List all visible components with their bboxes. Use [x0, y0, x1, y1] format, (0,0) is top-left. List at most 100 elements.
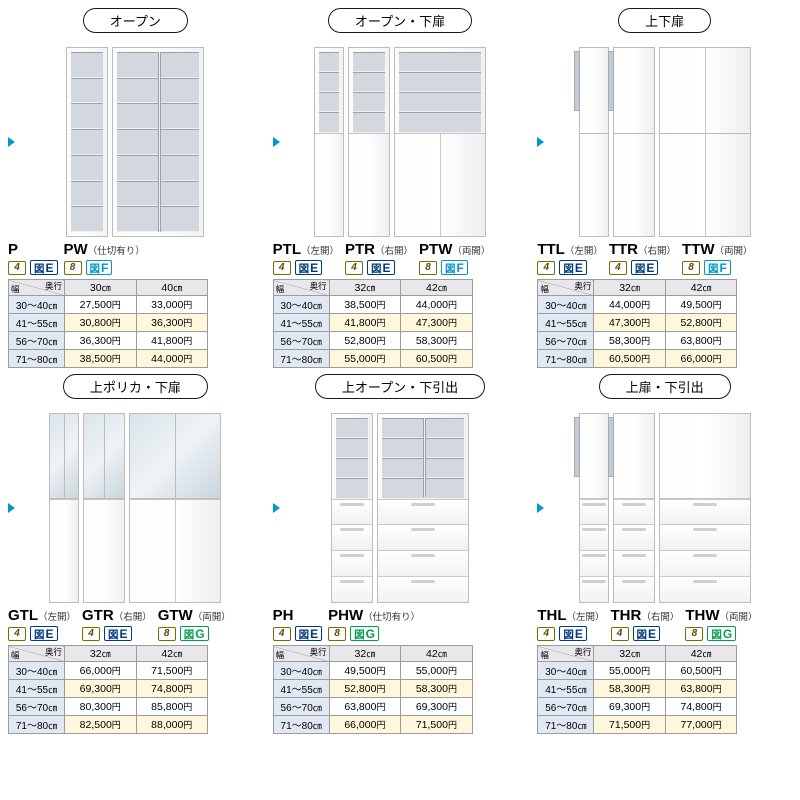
depth-header: 42㎝	[401, 646, 473, 662]
cabinet-illustration	[348, 47, 390, 237]
table-row: 56〜70㎝63,800円69,300円	[273, 698, 472, 716]
price-cell: 47,300円	[594, 314, 666, 332]
figure-badge: 図F	[86, 260, 113, 275]
product-code: PHW（仕切有り）	[328, 607, 420, 624]
price-table: 奥行幅30㎝40㎝30〜40㎝27,500円33,000円41〜55㎝30,80…	[8, 279, 208, 368]
badge-row: 8図G	[685, 626, 757, 641]
price-cell: 44,000円	[594, 296, 666, 314]
width-cell: 56〜70㎝	[538, 698, 594, 716]
table-row: 41〜55㎝52,800円58,300円	[273, 680, 472, 698]
figure-badge: 図E	[559, 626, 587, 641]
price-cell: 30,800円	[65, 314, 137, 332]
badge-row: 4図E	[609, 260, 676, 275]
cabinet-illustration	[49, 413, 79, 603]
price-cell: 52,800円	[665, 314, 737, 332]
width-cell: 71〜80㎝	[538, 716, 594, 734]
price-cell: 88,000円	[136, 716, 208, 734]
width-cell: 71〜80㎝	[538, 350, 594, 368]
price-cell: 66,000円	[65, 662, 137, 680]
figure-badge: 図E	[295, 626, 323, 641]
width-cell: 41〜55㎝	[538, 314, 594, 332]
price-cell: 38,500円	[65, 350, 137, 368]
code-column: PTL（左開）4図E	[273, 241, 339, 275]
quantity-badge: 8	[682, 261, 700, 275]
width-cell: 56〜70㎝	[9, 332, 65, 350]
table-row: 30〜40㎝38,500円44,000円	[273, 296, 472, 314]
table-row: 56〜70㎝80,300円85,800円	[9, 698, 208, 716]
quantity-badge: 4	[273, 627, 291, 641]
category-label: オープン	[83, 8, 188, 33]
price-table: 奥行幅32㎝42㎝30〜40㎝44,000円49,500円41〜55㎝47,30…	[537, 279, 737, 368]
quantity-badge: 4	[609, 261, 627, 275]
product-code: THL（左開）	[537, 607, 604, 624]
quantity-badge: 8	[64, 261, 82, 275]
figure-badge: 図G	[707, 626, 736, 641]
product-code: PTL（左開）	[273, 241, 339, 258]
quantity-badge: 4	[82, 627, 100, 641]
depth-header: 32㎝	[329, 646, 401, 662]
code-column: GTW（両開）8図G	[158, 607, 231, 641]
image-area	[273, 37, 528, 237]
price-cell: 63,800円	[665, 332, 737, 350]
code-column: TTW（両開）8図F	[682, 241, 753, 275]
badge-row: 8図G	[158, 626, 231, 641]
figure-badge: 図G	[180, 626, 209, 641]
quantity-badge: 4	[8, 261, 26, 275]
price-cell: 80,300円	[65, 698, 137, 716]
product-cell: オープン・下扉PTL（左開）4図EPTR（右開）4図EPTW（両開）8図F奥行幅…	[273, 8, 528, 368]
width-cell: 56〜70㎝	[9, 698, 65, 716]
price-cell: 66,000円	[665, 350, 737, 368]
table-corner: 奥行幅	[9, 280, 65, 296]
price-cell: 69,300円	[594, 698, 666, 716]
badge-row: 8図F	[682, 260, 753, 275]
codes-row: PTL（左開）4図EPTR（右開）4図EPTW（両開）8図F	[273, 241, 528, 275]
image-area	[537, 37, 792, 237]
cabinet-illustration	[129, 413, 221, 603]
price-cell: 74,800円	[136, 680, 208, 698]
badge-row: 4図E	[537, 260, 603, 275]
code-column: PW（仕切有り）8図F	[64, 241, 145, 275]
product-code: PTW（両開）	[419, 241, 490, 258]
table-row: 30〜40㎝27,500円33,000円	[9, 296, 208, 314]
badge-row: 8図F	[419, 260, 490, 275]
price-cell: 71,500円	[136, 662, 208, 680]
figure-badge: 図E	[30, 260, 58, 275]
table-row: 71〜80㎝60,500円66,000円	[538, 350, 737, 368]
cabinet-illustration	[613, 47, 655, 237]
price-cell: 36,300円	[136, 314, 208, 332]
price-cell: 60,500円	[401, 350, 473, 368]
cabinet-illustration	[659, 47, 751, 237]
marker-icon	[537, 503, 544, 513]
badge-row: 4図E	[8, 626, 76, 641]
figure-badge: 図E	[295, 260, 323, 275]
image-area	[537, 403, 792, 603]
code-column: GTL（左開） 4図E	[8, 607, 76, 641]
depth-header: 32㎝	[594, 646, 666, 662]
quantity-badge: 4	[537, 261, 555, 275]
table-row: 56〜70㎝36,300円41,800円	[9, 332, 208, 350]
width-cell: 71〜80㎝	[9, 350, 65, 368]
width-cell: 41〜55㎝	[273, 314, 329, 332]
width-cell: 41〜55㎝	[538, 680, 594, 698]
price-cell: 55,000円	[594, 662, 666, 680]
product-code: GTL（左開）	[8, 607, 76, 624]
badge-row: 4図E	[611, 626, 680, 641]
table-row: 30〜40㎝66,000円71,500円	[9, 662, 208, 680]
cabinet-illustration	[613, 413, 655, 603]
image-area	[8, 37, 263, 237]
quantity-badge: 4	[537, 627, 555, 641]
quantity-badge: 8	[419, 261, 437, 275]
codes-row: THL（左開）4図ETHR（右開）4図ETHW（両開）8図G	[537, 607, 792, 641]
badge-row: 4 図E	[537, 626, 604, 641]
price-cell: 27,500円	[65, 296, 137, 314]
table-corner: 奥行幅	[273, 646, 329, 662]
width-cell: 41〜55㎝	[9, 314, 65, 332]
width-cell: 41〜55㎝	[273, 680, 329, 698]
table-row: 30〜40㎝44,000円49,500円	[538, 296, 737, 314]
price-cell: 69,300円	[401, 698, 473, 716]
badge-row: 4図E	[345, 260, 413, 275]
width-cell: 30〜40㎝	[538, 296, 594, 314]
table-row: 41〜55㎝47,300円52,800円	[538, 314, 737, 332]
codes-row: TTL（左開）4図ETTR（右開）4図ETTW（両開）8図F	[537, 241, 792, 275]
code-column: THW（両開）8図G	[685, 607, 757, 641]
